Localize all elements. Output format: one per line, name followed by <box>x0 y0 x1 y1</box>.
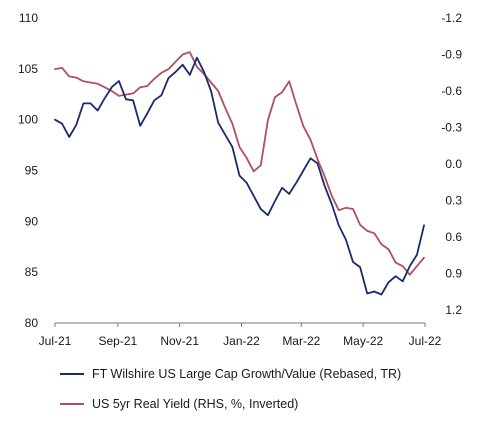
right-axis: 1.2 0.9 0.6 0.3 0.0 -0.3 -0.6 -0.9 -1.2 <box>441 11 462 317</box>
left-tick-label: 110 <box>19 11 38 25</box>
right-tick-label: 0.6 <box>445 230 462 244</box>
legend-swatch-growth-value <box>60 373 84 375</box>
x-tick-label: Sep-21 <box>98 334 137 348</box>
right-tick-label: 1.2 <box>445 303 462 317</box>
legend-item-growth-value: FT Wilshire US Large Cap Growth/Value (R… <box>60 367 401 381</box>
left-tick-label: 105 <box>18 62 38 76</box>
legend-label-growth-value: FT Wilshire US Large Cap Growth/Value (R… <box>92 367 402 381</box>
left-tick-label: 95 <box>25 164 39 178</box>
x-tick-label: May-22 <box>343 334 383 348</box>
x-tick-label: Jul-22 <box>409 334 442 348</box>
right-tick-label: -0.3 <box>441 121 462 135</box>
x-tick-label: Jul-21 <box>39 334 72 348</box>
x-axis: Jul-21 Sep-21 Nov-21 Jan-22 Mar-22 May-22 Jul-… <box>39 323 442 348</box>
left-tick-label: 100 <box>18 113 38 127</box>
x-tick-label: Nov-21 <box>160 334 199 348</box>
series-layer <box>54 51 425 296</box>
x-tick-label: Mar-22 <box>282 334 320 348</box>
left-tick-label: 85 <box>25 265 39 279</box>
series-line-growth-value <box>54 56 425 296</box>
legend-label-real-yield: US 5yr Real Yield (RHS, %, Inverted) <box>92 397 299 411</box>
left-tick-label: 80 <box>25 316 39 330</box>
left-tick-label: 90 <box>25 214 39 228</box>
series-line-real-yield <box>54 51 425 276</box>
right-tick-label: 0.3 <box>445 194 462 208</box>
right-tick-label: -1.2 <box>441 11 462 25</box>
x-tick-label: Jan-22 <box>223 334 260 348</box>
right-tick-label: 0.9 <box>445 267 462 281</box>
legend-swatch-real-yield <box>60 403 84 405</box>
right-tick-label: -0.6 <box>441 84 462 98</box>
right-tick-label: 0.0 <box>445 157 462 171</box>
left-axis: 80 85 90 95 100 105 110 <box>18 11 38 330</box>
line-chart: 80 85 90 95 100 105 110 1.2 0.9 0.6 0.3 0.0 -0.3 -0.… <box>18 11 462 348</box>
legend-item-real-yield: US 5yr Real Yield (RHS, %, Inverted) <box>60 397 298 411</box>
right-tick-label: -0.9 <box>441 48 462 62</box>
